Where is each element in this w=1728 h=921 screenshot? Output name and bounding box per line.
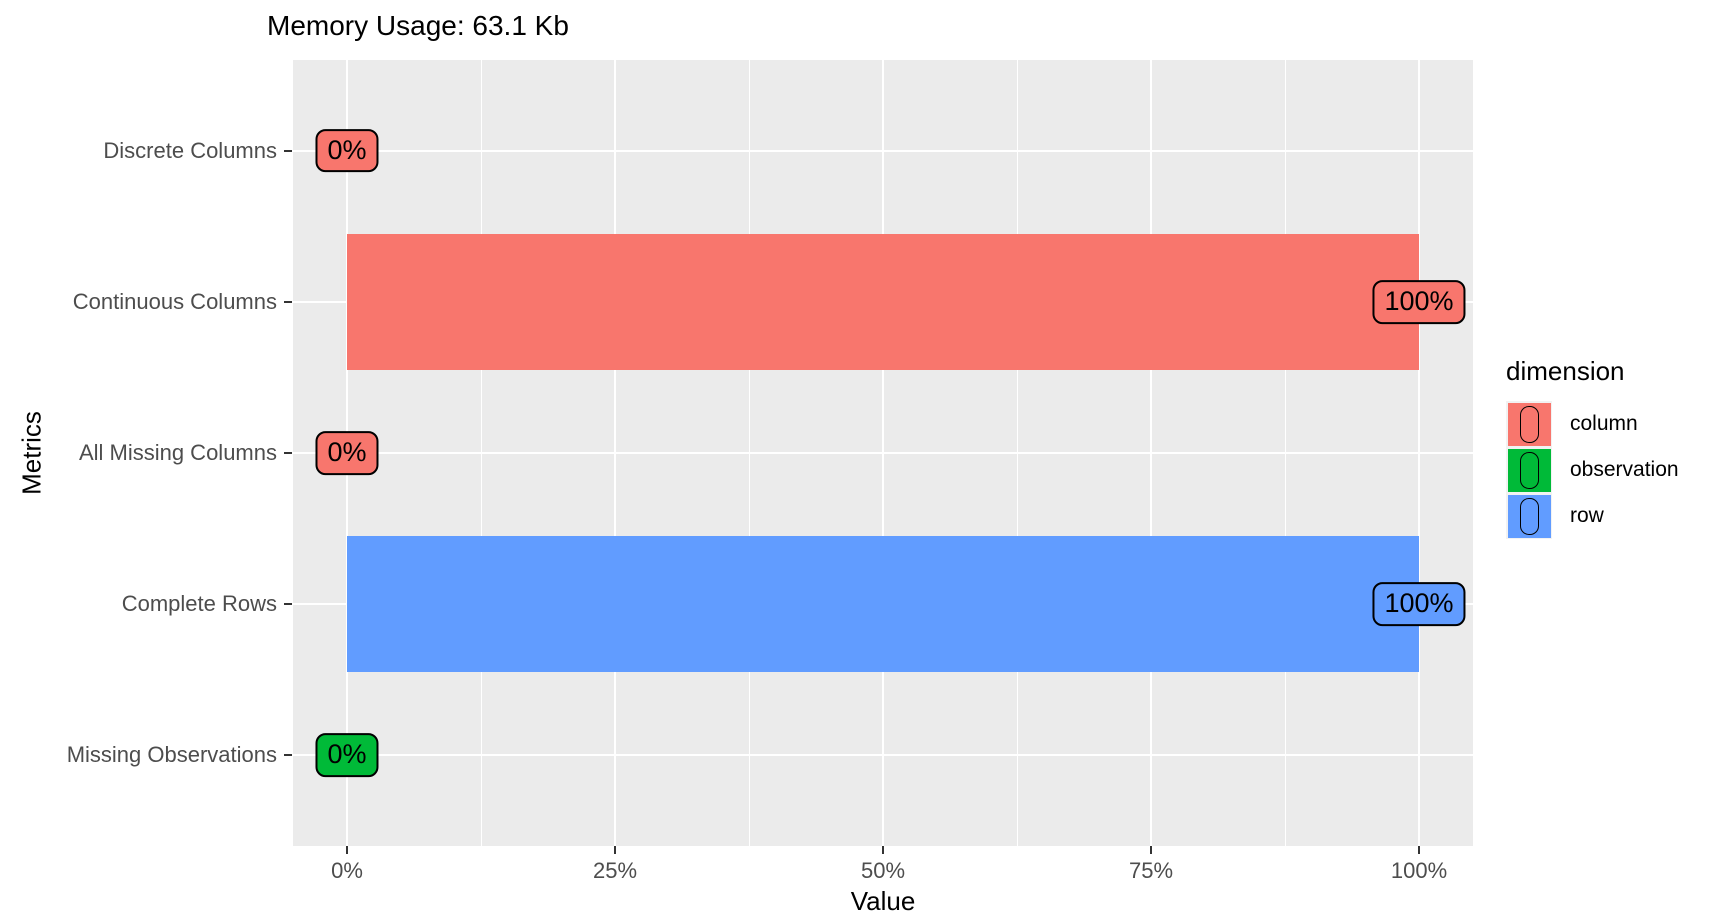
x-tick-label: 100% (1390, 858, 1448, 883)
bar-value-label: 0% (315, 733, 379, 778)
x-tick-mark (346, 846, 348, 854)
legend-key (1506, 493, 1552, 539)
x-axis-title: Value (850, 886, 916, 916)
gridline-vertical (480, 60, 482, 846)
x-tick-mark (614, 846, 616, 854)
legend-key-outline (1519, 405, 1539, 443)
legend-entry: row (1506, 493, 1679, 539)
x-tick-label: 0% (331, 858, 363, 883)
y-tick-mark (284, 300, 292, 303)
x-tick-label: 75% (1128, 858, 1174, 883)
legend-key-swatch (1507, 448, 1551, 492)
y-tick-label: Missing Observations (66, 742, 277, 768)
x-tick-mark (882, 846, 884, 854)
legend-entry-label: row (1570, 504, 1604, 527)
legend-key (1506, 447, 1552, 493)
x-tick-mark (1418, 846, 1420, 854)
chart-title: Memory Usage: 63.1 Kb (267, 10, 569, 41)
bar-value-label: 100% (1372, 582, 1466, 627)
y-tick-label: Complete Rows (121, 591, 277, 617)
gridline-vertical (1016, 60, 1018, 846)
x-tick-mark (1150, 846, 1152, 854)
bar-value-label: 100% (1372, 279, 1466, 324)
y-tick-mark (284, 603, 292, 606)
legend-entry: observation (1506, 447, 1679, 493)
bar (347, 233, 1419, 370)
legend-title: dimension (1506, 356, 1625, 386)
y-tick-mark (284, 149, 292, 152)
y-tick-label: Discrete Columns (103, 137, 277, 163)
y-tick-label: Continuous Columns (72, 288, 277, 314)
legend-key-outline (1519, 497, 1539, 535)
gridline-vertical (1150, 60, 1152, 846)
y-tick-label: All Missing Columns (78, 440, 277, 465)
bar-value-label: 0% (315, 431, 379, 475)
y-tick-mark (284, 452, 292, 454)
x-tick-label: 50% (860, 858, 906, 883)
legend-key-swatch (1507, 402, 1551, 446)
legend-entry-label: column (1570, 412, 1638, 435)
legend-key (1506, 401, 1552, 447)
legend-entries: column observation row (1506, 401, 1679, 539)
bar (347, 536, 1419, 673)
plot-panel: 0% 100% 0% 100% 0% (293, 60, 1473, 846)
x-tick-label: 25% (592, 858, 638, 883)
gridline-vertical (882, 60, 884, 846)
gridline-vertical (1418, 60, 1420, 846)
gridline-vertical (1284, 60, 1286, 846)
legend-key-outline (1519, 451, 1539, 489)
gridline-vertical (748, 60, 750, 846)
bar-value-label: 0% (315, 128, 379, 173)
legend: dimension column observation row (1506, 356, 1679, 539)
legend-key-swatch (1507, 494, 1551, 538)
y-tick-mark (284, 754, 292, 757)
legend-entry-label: observation (1570, 458, 1679, 481)
gridline-vertical (614, 60, 616, 846)
legend-entry: column (1506, 401, 1679, 447)
